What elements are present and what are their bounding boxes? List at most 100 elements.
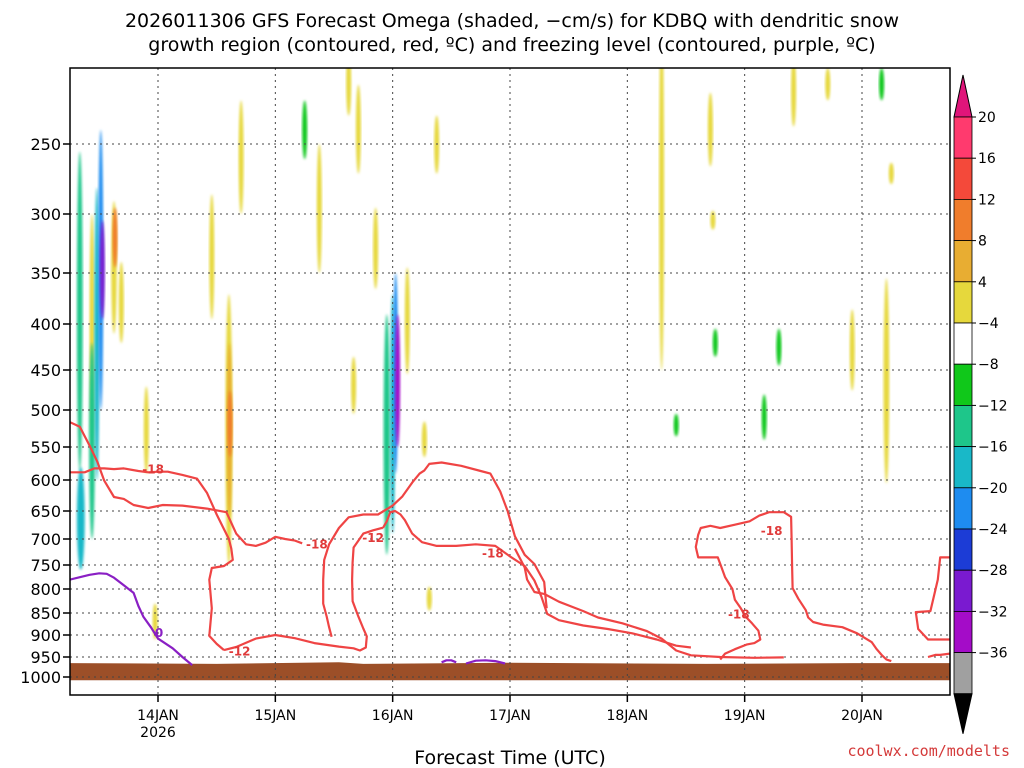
ytick-label-900: 900	[30, 626, 61, 645]
omega-cell-39	[825, 68, 831, 101]
chart-title-line2: growth region (contoured, red, ºC) and f…	[148, 34, 875, 56]
omega-cell-33	[710, 210, 716, 230]
omega-cell-30	[426, 586, 432, 611]
omega-cell-2	[76, 467, 85, 570]
xtick-label-16JAN: 16JAN	[372, 708, 414, 724]
ytick-label-450: 450	[30, 361, 61, 380]
terrain	[70, 662, 950, 681]
contour-11	[465, 659, 506, 665]
ytick-label-850: 850	[30, 604, 61, 623]
colorbar-swatch-1	[953, 157, 973, 200]
colorbar-label-13: −36	[978, 646, 1008, 662]
colorbar-label-11: −28	[978, 563, 1008, 579]
omega-cell-34	[673, 413, 679, 437]
colorbar-swatch-4	[953, 281, 973, 324]
omega-cell-37	[776, 328, 782, 366]
ytick-label-1000: 1000	[20, 668, 61, 687]
omega-cell-42	[888, 162, 894, 185]
chart-title-line1: 2026011306 GFS Forecast Omega (shaded, −…	[125, 10, 899, 32]
xtick-label-19JAN: 19JAN	[724, 708, 766, 724]
ytick-label-950: 950	[30, 648, 61, 667]
colorbar-label-5: −4	[978, 316, 999, 332]
omega-cell-11	[143, 386, 149, 474]
colorbar-swatch-0	[953, 116, 973, 159]
colorbar-label-3: 8	[978, 234, 987, 250]
omega-cell-38	[791, 68, 797, 127]
contour-label: -18	[482, 546, 504, 560]
colorbar-top-arrow	[953, 74, 973, 118]
colorbar-label-9: −20	[978, 481, 1008, 497]
contour-1	[70, 467, 234, 651]
omega-cell-15	[209, 194, 215, 320]
omega-cell-8	[112, 207, 118, 268]
contour-4	[322, 461, 548, 638]
contour-10	[441, 659, 457, 664]
omega-cell-21	[351, 356, 357, 414]
contour-7	[927, 652, 950, 659]
omega-shading	[76, 68, 894, 640]
omega-cell-6	[99, 220, 105, 320]
omega-cell-43	[883, 278, 890, 484]
colorbar-swatch-2	[953, 198, 973, 241]
colorbar-swatch-9	[953, 487, 973, 530]
contour-0	[70, 421, 303, 547]
colorbar-label-7: −12	[978, 398, 1008, 414]
omega-cell-1	[76, 151, 83, 471]
ytick-label-600: 600	[30, 471, 61, 490]
ytick-label-700: 700	[30, 530, 61, 549]
omega-cell-14	[227, 390, 233, 458]
ytick-label-400: 400	[30, 315, 61, 334]
omega-cell-26	[395, 314, 401, 448]
colorbar-swatch-6	[953, 363, 973, 406]
xtick-label-14JAN: 14JAN	[137, 708, 179, 724]
omega-cell-41	[879, 68, 885, 101]
contour-label: -18	[728, 607, 750, 621]
colorbar-label-2: 12	[978, 192, 996, 208]
contours	[70, 421, 950, 666]
colorbar-swatch-12	[953, 611, 973, 654]
ytick-label-500: 500	[30, 401, 61, 420]
omega-cell-9	[118, 261, 124, 344]
contour-3	[381, 509, 692, 649]
contour-2	[223, 526, 383, 652]
ytick-label-350: 350	[30, 264, 61, 283]
colorbar-swatch-7	[953, 404, 973, 447]
contour-label: -12	[362, 531, 384, 545]
omega-cell-4	[94, 187, 100, 481]
xtick-label-20JAN: 20JAN	[841, 708, 883, 724]
omega-cell-23	[383, 314, 390, 555]
omega-cell-18	[302, 100, 308, 160]
omega-cell-31	[659, 68, 665, 370]
omega-cell-29	[434, 115, 440, 174]
omega-cell-27	[404, 267, 410, 375]
colorbar-label-0: 20	[978, 110, 996, 126]
colorbar-label-4: 4	[978, 275, 987, 291]
colorbar-label-10: −24	[978, 522, 1008, 538]
credit-text: coolwx.com/modelts	[847, 742, 1010, 760]
xtick-label-17JAN: 17JAN	[489, 708, 531, 724]
omega-cell-22	[373, 207, 379, 289]
colorbar-swatch-11	[953, 569, 973, 612]
colorbar-bottom-arrow	[953, 693, 973, 734]
contour-labels: -18 -18 -12 -12 -18 -18 -18 0	[142, 463, 782, 659]
contour-label: -12	[229, 644, 251, 658]
xtick-sublabel: 2026	[140, 725, 176, 741]
xtick-label-15JAN: 15JAN	[254, 708, 296, 724]
colorbar-label-6: −8	[978, 357, 999, 373]
omega-cell-32	[707, 92, 713, 167]
omega-cell-36	[761, 394, 767, 440]
contour-label: -18	[761, 524, 783, 538]
ytick-label-800: 800	[30, 580, 61, 599]
y-axis-ticks: 250 300 350 400 450 500 550 600 650 700 750 800 850 9…	[20, 135, 70, 687]
omega-cell-17	[316, 144, 322, 273]
colorbar-swatch-8	[953, 446, 973, 489]
omega-cell-28	[421, 421, 427, 458]
omega-cell-3	[89, 343, 95, 539]
contour-8	[914, 556, 950, 641]
contour-label: -18	[142, 463, 164, 477]
colorbar-label-12: −32	[978, 604, 1008, 620]
colorbar-label-1: 16	[978, 151, 996, 167]
colorbar: 20 16 12 8 4 −4 −8 −12 −16 −20 −24 −28 −32 −36	[953, 74, 1008, 734]
